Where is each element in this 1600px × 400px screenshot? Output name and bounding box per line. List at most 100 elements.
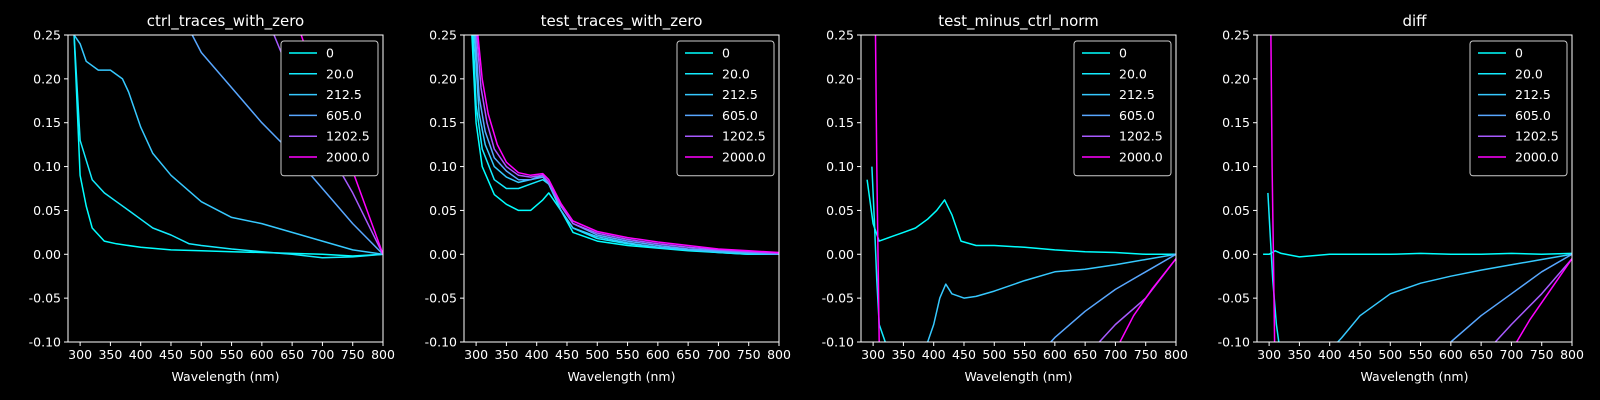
series-line-212.5: [1336, 253, 1572, 342]
chart-panel-4: 300 350 400 450 500 550 600 650 700 750 800 -0.10 -0…: [1218, 12, 1584, 384]
series-line-2000.0: [874, 35, 880, 342]
x-tick-label: 650: [280, 347, 304, 362]
chart-title: test_traces_with_zero: [541, 12, 703, 31]
series-line-212.5: [926, 253, 1176, 342]
y-tick-label: 0.10: [429, 159, 457, 174]
y-tick-label: 0.05: [429, 203, 457, 218]
x-tick-label: 700: [706, 347, 730, 362]
y-tick-label: -0.05: [1218, 291, 1250, 306]
x-tick-label: 550: [1013, 347, 1037, 362]
x-tick-label: 450: [555, 347, 579, 362]
y-tick-label: -0.10: [822, 335, 854, 350]
y-tick-label: 0.10: [33, 159, 61, 174]
x-tick-label: 800: [371, 347, 395, 362]
x-tick-label: 650: [1469, 347, 1493, 362]
x-tick-label: 500: [982, 347, 1006, 362]
legend-label: 0: [722, 46, 730, 61]
legend: 0 20.0 212.5 605.0 1202.5 2000.0: [1469, 40, 1568, 177]
series-group: [866, 35, 1176, 342]
x-tick-label: 700: [310, 347, 334, 362]
legend-label: 0: [1515, 46, 1523, 61]
legend-label: 605.0: [1515, 108, 1551, 123]
x-tick-label: 550: [220, 347, 244, 362]
legend-label: 2000.0: [722, 150, 766, 165]
y-tick-label: 0.05: [1222, 203, 1250, 218]
y-tick-label: -0.10: [1218, 335, 1250, 350]
series-line-20.0: [73, 35, 383, 259]
legend-label: 20.0: [1515, 66, 1543, 81]
x-axis-label: Wavelength (nm): [965, 369, 1073, 384]
series-line-0: [1263, 250, 1572, 258]
x-tick-label: 400: [525, 347, 549, 362]
chart-panel-1: 300 350 400 450 500 550 600 650 700 750 800 -0.10 -0…: [29, 12, 395, 384]
legend-label: 1202.5: [1119, 129, 1163, 144]
series-line-extra-6: [1515, 258, 1572, 342]
y-tick-label: -0.05: [425, 291, 457, 306]
y-tick-label: 0.20: [1222, 71, 1250, 86]
x-tick-label: 750: [737, 347, 761, 362]
legend-box: [1469, 40, 1568, 177]
y-tick-label: 0.20: [33, 71, 61, 86]
legend-label: 212.5: [326, 87, 362, 102]
chart-panel-3: 300 350 400 450 500 550 600 650 700 750 800 -0.10 -0…: [822, 12, 1188, 384]
y-tick-label: -0.10: [425, 335, 457, 350]
y-tick-label: -0.10: [29, 335, 61, 350]
x-tick-label: 600: [1439, 347, 1463, 362]
plot-frame: [67, 34, 384, 343]
x-tick-label: 300: [68, 347, 92, 362]
plot-frame: [463, 34, 780, 343]
y-tick-label: 0.25: [826, 28, 854, 43]
y-tick-label: 0.25: [1222, 28, 1250, 43]
x-tick-label: 350: [891, 347, 915, 362]
legend-label: 20.0: [1119, 66, 1147, 81]
y-tick-label: 0.15: [826, 115, 854, 130]
series-line-605.0: [191, 35, 383, 255]
series-line-1202.5: [475, 35, 779, 255]
plot-frame: [860, 34, 1177, 343]
y-tick-label: 0.20: [826, 71, 854, 86]
x-tick-label: 300: [1257, 347, 1281, 362]
legend: 0 20.0 212.5 605.0 1202.5 2000.0: [1073, 40, 1172, 177]
x-tick-label: 750: [1530, 347, 1554, 362]
legend-label: 1202.5: [1515, 129, 1559, 144]
series-line-1202.5: [1494, 258, 1572, 342]
series-line-605.0: [1049, 253, 1176, 342]
x-tick-label: 800: [1164, 347, 1188, 362]
y-tick-label: 0.00: [33, 247, 61, 262]
x-tick-label: 450: [1348, 347, 1372, 362]
series-group: [1263, 35, 1572, 342]
chart-title: ctrl_traces_with_zero: [147, 12, 304, 31]
legend-label: 605.0: [1119, 108, 1155, 123]
legend-label: 0: [1119, 46, 1127, 61]
legend-box: [1073, 40, 1172, 177]
legend-label: 1202.5: [722, 129, 766, 144]
x-tick-label: 500: [189, 347, 213, 362]
x-tick-label: 600: [646, 347, 670, 362]
x-tick-label: 700: [1103, 347, 1127, 362]
x-tick-label: 500: [1378, 347, 1402, 362]
x-tick-label: 550: [1409, 347, 1433, 362]
x-tick-label: 350: [1287, 347, 1311, 362]
series-line-212.5: [73, 35, 383, 256]
x-tick-label: 450: [159, 347, 183, 362]
legend-label: 20.0: [326, 66, 354, 81]
chart-title: test_minus_ctrl_norm: [938, 12, 1099, 31]
y-tick-label: 0.25: [429, 28, 457, 43]
legend-label: 605.0: [722, 108, 758, 123]
x-tick-label: 600: [1043, 347, 1067, 362]
series-line-1202.5: [1098, 258, 1176, 342]
y-tick-label: 0.05: [826, 203, 854, 218]
y-tick-label: 0.05: [33, 203, 61, 218]
x-tick-label: 500: [585, 347, 609, 362]
legend-label: 0: [326, 46, 334, 61]
legend-label: 2000.0: [1515, 150, 1559, 165]
y-tick-label: 0.15: [33, 115, 61, 130]
legend-label: 20.0: [722, 66, 750, 81]
y-tick-label: 0.00: [1222, 247, 1250, 262]
x-tick-label: 800: [767, 347, 791, 362]
y-tick-label: 0.00: [826, 247, 854, 262]
x-tick-label: 650: [676, 347, 700, 362]
series-group: [471, 35, 779, 256]
legend: 0 20.0 212.5 605.0 1202.5 2000.0: [676, 40, 775, 177]
